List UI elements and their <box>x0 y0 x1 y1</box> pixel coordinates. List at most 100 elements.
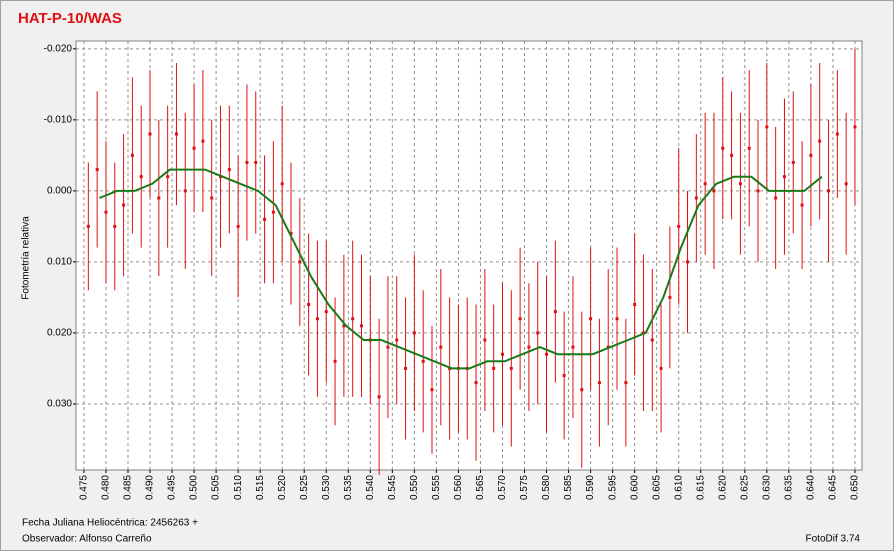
data-point <box>263 217 267 221</box>
data-point <box>113 224 117 228</box>
data-point <box>827 189 831 193</box>
x-tick-label: 0.520 <box>277 475 288 500</box>
x-tick-label: 0.490 <box>145 475 156 500</box>
data-point <box>95 168 99 172</box>
data-point <box>677 224 681 228</box>
data-point <box>545 352 549 356</box>
data-point <box>421 359 425 363</box>
data-point <box>844 182 848 186</box>
data-point <box>500 352 504 356</box>
data-point <box>139 175 143 179</box>
data-point <box>404 366 408 370</box>
data-point <box>298 260 302 264</box>
data-point <box>377 395 381 399</box>
x-tick-label: 0.585 <box>563 475 574 500</box>
y-axis-label: Fotometría relativa <box>21 216 32 300</box>
data-point <box>474 381 478 385</box>
data-point <box>395 338 399 342</box>
data-point <box>148 132 152 136</box>
data-point <box>853 125 857 129</box>
x-tick-label: 0.650 <box>850 475 861 500</box>
data-point <box>271 210 275 214</box>
data-point <box>483 338 487 342</box>
x-tick-label: 0.565 <box>475 475 486 500</box>
data-point <box>703 182 707 186</box>
data-point <box>174 132 178 136</box>
data-point <box>227 168 231 172</box>
data-point <box>721 146 725 150</box>
footer-software: FotoDif 3.74 <box>806 534 861 545</box>
x-tick-label: 0.635 <box>784 475 795 500</box>
data-point <box>835 132 839 136</box>
data-point <box>686 260 690 264</box>
x-tick-label: 0.500 <box>189 475 200 500</box>
data-point <box>730 153 734 157</box>
data-point <box>712 189 716 193</box>
data-point <box>122 203 126 207</box>
x-tick-label: 0.645 <box>828 475 839 500</box>
data-point <box>166 175 170 179</box>
x-tick-label: 0.535 <box>343 475 354 500</box>
data-point <box>774 196 778 200</box>
x-tick-label: 0.640 <box>806 475 817 500</box>
y-tick-label: 0.000 <box>47 186 72 197</box>
y-tick-label: -0.020 <box>44 43 73 54</box>
data-point <box>536 331 540 335</box>
trend-line <box>99 168 823 370</box>
x-tick-label: 0.610 <box>673 475 684 500</box>
data-point <box>359 324 363 328</box>
x-tick-label: 0.485 <box>123 475 134 500</box>
data-point <box>324 310 328 314</box>
x-tick-label: 0.540 <box>365 475 376 500</box>
plot-area <box>75 40 863 471</box>
x-tick-label: 0.495 <box>167 475 178 500</box>
data-point <box>333 359 337 363</box>
data-point <box>633 303 637 307</box>
y-tick-label: 0.010 <box>47 257 72 268</box>
data-point <box>342 324 346 328</box>
data-point <box>518 317 522 321</box>
y-tick-label: 0.030 <box>47 399 72 410</box>
data-point <box>254 160 258 164</box>
data-point <box>615 317 619 321</box>
footer-date: Fecha Juliana Heliocéntrica: 2456263 + <box>22 518 198 529</box>
data-point <box>791 160 795 164</box>
chart-title: HAT-P-10/WAS <box>18 10 122 27</box>
data-point <box>386 345 390 349</box>
data-point <box>412 331 416 335</box>
x-tick-label: 0.505 <box>211 475 222 500</box>
x-tick-label: 0.510 <box>233 475 244 500</box>
y-tick-label: -0.010 <box>44 114 73 125</box>
data-point <box>201 139 205 143</box>
data-point <box>315 317 319 321</box>
data-point <box>430 388 434 392</box>
data-point <box>130 153 134 157</box>
x-tick-label: 0.595 <box>607 475 618 500</box>
data-point <box>597 381 601 385</box>
x-tick-label: 0.600 <box>629 475 640 500</box>
data-point <box>782 175 786 179</box>
x-tick-label: 0.475 <box>79 475 90 500</box>
data-point <box>765 125 769 129</box>
data-point <box>800 203 804 207</box>
data-point <box>86 224 90 228</box>
data-point <box>624 381 628 385</box>
data-point <box>245 160 249 164</box>
x-tick-label: 0.515 <box>255 475 266 500</box>
data-point <box>439 345 443 349</box>
x-tick-label: 0.550 <box>409 475 420 500</box>
data-point <box>351 317 355 321</box>
x-tick-label: 0.590 <box>585 475 596 500</box>
data-point <box>289 231 293 235</box>
footer-observer: Observador: Alfonso Carreño <box>22 534 152 545</box>
x-tick-label: 0.625 <box>739 475 750 500</box>
data-point <box>694 196 698 200</box>
x-tick-label: 0.575 <box>519 475 530 500</box>
data-point <box>553 310 557 314</box>
data-point <box>104 210 108 214</box>
data-point <box>659 366 663 370</box>
x-tick-label: 0.530 <box>321 475 332 500</box>
x-tick-label: 0.570 <box>497 475 508 500</box>
x-tick-label: 0.560 <box>453 475 464 500</box>
data-point <box>818 139 822 143</box>
